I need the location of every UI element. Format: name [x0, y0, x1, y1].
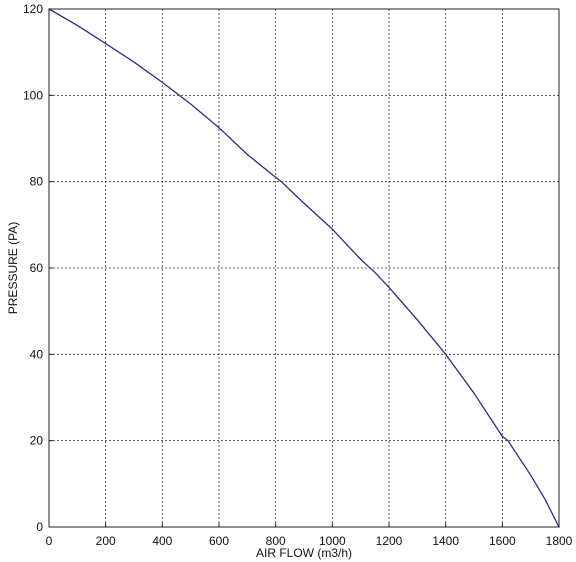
x-tick-label-1200: 1200 — [376, 534, 403, 548]
y-tick-label-40: 40 — [30, 347, 44, 361]
series-layer — [48, 8, 560, 528]
x-tick-label-1800: 1800 — [546, 534, 573, 548]
x-tick-label-600: 600 — [209, 534, 229, 548]
x-tick-label-1000: 1000 — [319, 534, 346, 548]
x-tick-label-800: 800 — [266, 534, 286, 548]
x-tick-label-200: 200 — [96, 534, 116, 548]
y-tick-label-0: 0 — [36, 520, 43, 534]
series-line-0 — [48, 8, 560, 528]
y-tick-label-100: 100 — [23, 88, 43, 102]
x-axis-label: AIR FLOW (m3/h) — [256, 546, 352, 560]
x-tick-label-400: 400 — [152, 534, 172, 548]
plot-frame — [48, 8, 560, 528]
grid-lines — [49, 9, 559, 527]
x-tick-label-1600: 1600 — [489, 534, 516, 548]
y-axis-label: PRESSURE (PA) — [6, 222, 20, 314]
tick-labels: 0 200 400 600 800 1000 1200 1400 1600 1800 0 20 40 60… — [23, 2, 573, 548]
y-tick-label-80: 80 — [30, 175, 44, 189]
y-tick-label-120: 120 — [23, 2, 43, 16]
x-tick-label-0: 0 — [46, 534, 53, 548]
y-tick-label-60: 60 — [30, 261, 44, 275]
x-tick-label-1400: 1400 — [432, 534, 459, 548]
y-tick-label-20: 20 — [30, 434, 44, 448]
